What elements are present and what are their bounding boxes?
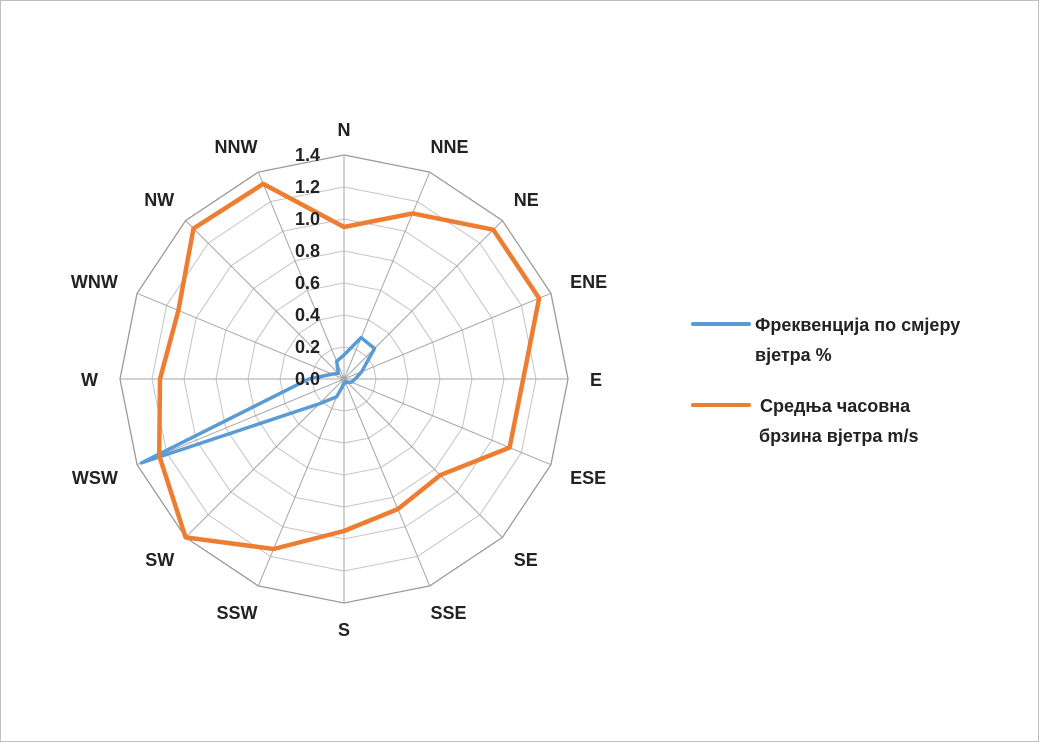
series-line-frequency bbox=[139, 335, 377, 465]
spoke-nw bbox=[185, 220, 345, 380]
spoke-ese bbox=[343, 378, 552, 466]
direction-label-nne: NNE bbox=[431, 137, 469, 157]
direction-label-wnw: WNW bbox=[71, 272, 118, 292]
direction-labels: N NNE NE ENE E ESE SE SSE S SSW SW WSW W WNW NW NNW bbox=[71, 120, 607, 640]
tick-label: 0.8 bbox=[295, 241, 320, 261]
direction-label-sse: SSE bbox=[431, 603, 467, 623]
spoke-wnw bbox=[136, 292, 345, 380]
direction-label-w: W bbox=[81, 370, 98, 390]
legend-label-frequency-line1: Фреквенција по смјеру bbox=[755, 315, 960, 335]
spoke-nnw bbox=[257, 171, 345, 380]
radar-spokes bbox=[120, 155, 568, 603]
direction-label-ene: ENE bbox=[570, 272, 607, 292]
legend: Фреквенција по смјеру вјетра % Средња ча… bbox=[691, 315, 960, 446]
tick-label: 1.4 bbox=[295, 145, 320, 165]
direction-label-sw: SW bbox=[145, 550, 174, 570]
legend-item-speed: Средња часовна брзина вјетра m/s bbox=[691, 396, 918, 446]
spoke-nne bbox=[343, 171, 431, 380]
legend-label-speed-line2: брзина вјетра m/s bbox=[759, 426, 918, 446]
radial-tick-labels: 0.0 0.2 0.4 0.6 0.8 1.0 1.2 1.4 bbox=[295, 145, 320, 389]
tick-label: 0.6 bbox=[295, 273, 320, 293]
direction-label-se: SE bbox=[514, 550, 538, 570]
direction-label-nw: NW bbox=[144, 190, 174, 210]
direction-label-wsw: WSW bbox=[72, 468, 118, 488]
radar-series bbox=[139, 181, 542, 552]
spoke-ssw bbox=[257, 378, 345, 587]
legend-label-speed-line1: Средња часовна bbox=[755, 396, 911, 416]
direction-label-ne: NE bbox=[514, 190, 539, 210]
direction-label-nnw: NNW bbox=[215, 137, 258, 157]
spoke-wsw bbox=[136, 378, 345, 466]
direction-label-ese: ESE bbox=[570, 468, 606, 488]
spoke-se bbox=[343, 378, 503, 538]
direction-label-ssw: SSW bbox=[216, 603, 257, 623]
spoke-ene bbox=[343, 292, 552, 380]
tick-label: 1.0 bbox=[295, 209, 320, 229]
tick-label: 0.4 bbox=[295, 305, 320, 325]
tick-label: 0.0 bbox=[295, 369, 320, 389]
tick-label: 0.2 bbox=[295, 337, 320, 357]
direction-label-s: S bbox=[338, 620, 350, 640]
legend-label-frequency-line2: вјетра % bbox=[755, 345, 832, 365]
direction-label-n: N bbox=[338, 120, 351, 140]
spoke-ne bbox=[343, 220, 503, 380]
legend-item-frequency: Фреквенција по смјеру вјетра % bbox=[691, 315, 960, 365]
spoke-sse bbox=[343, 378, 431, 587]
direction-label-e: E bbox=[590, 370, 602, 390]
tick-label: 1.2 bbox=[295, 177, 320, 197]
